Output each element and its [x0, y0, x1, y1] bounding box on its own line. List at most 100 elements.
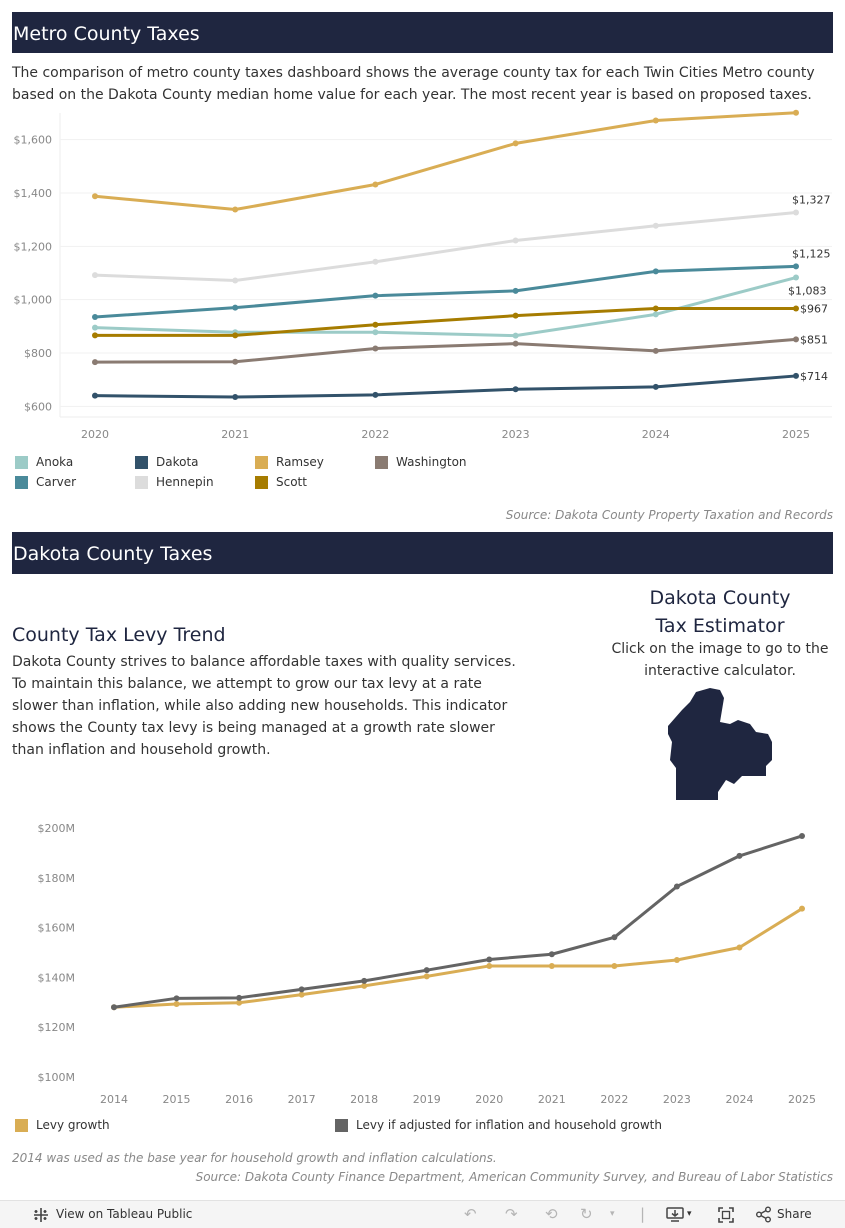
metro-point-scott [232, 332, 239, 339]
metro-point-ramsey [512, 140, 519, 147]
base-year-note: 2014 was used as the base year for house… [12, 1151, 497, 1165]
metro-point-washington [512, 340, 519, 347]
metro-series-line-carver [94, 264, 797, 319]
redo-icon[interactable]: ↷ [505, 1205, 518, 1223]
refresh-icon[interactable]: ↻ [580, 1205, 593, 1223]
levy-point-levy-adjusted [548, 951, 555, 958]
metro-source-note: Source: Dakota County Property Taxation … [505, 508, 833, 522]
metro-x-tick-label: 2024 [642, 428, 670, 441]
metro-point-anoka [652, 311, 659, 318]
levy-trend-line-chart[interactable]: $100M $120M $140M $160M $180M $200M 2014 2015 20… [0, 812, 845, 1112]
metro-legend-item-ramsey[interactable]: Ramsey [255, 455, 324, 469]
metro-point-anoka [793, 274, 799, 281]
metro-legend-item-carver[interactable]: Carver [15, 475, 76, 489]
undo-icon[interactable]: ↶ [464, 1205, 477, 1223]
metro-point-hennepin [92, 272, 98, 279]
metro-point-hennepin [372, 258, 379, 265]
metro-point-washington [92, 359, 98, 366]
share-icon [756, 1206, 771, 1223]
legend-label: Anoka [36, 455, 74, 469]
tableau-logo-icon [34, 1207, 48, 1222]
metro-point-carver [512, 287, 519, 294]
levy-point-levy-growth [611, 962, 618, 969]
metro-legend-item-anoka[interactable]: Anoka [15, 455, 73, 469]
metro-legend-item-dakota[interactable]: Dakota [135, 455, 199, 469]
levy-point-levy-growth [799, 905, 805, 912]
metro-point-washington [372, 345, 379, 352]
levy-point-levy-growth [173, 1001, 180, 1008]
metro-point-carver [92, 314, 98, 320]
levy-point-levy-growth [673, 956, 680, 963]
fullscreen-button[interactable] [717, 1201, 735, 1228]
metro-end-label-hennepin: $1,327 [792, 193, 831, 206]
levy-legend-item[interactable]: Levy growth [15, 1118, 110, 1132]
view-on-tableau-label: View on Tableau Public [56, 1207, 193, 1221]
levy-y-tick-label: $120M [38, 1021, 76, 1034]
metro-chart-legend: Anoka Dakota Ramsey Washington Carver Hennepi… [15, 455, 515, 495]
legend-swatch [15, 475, 28, 489]
levy-y-tick-label: $180M [38, 872, 76, 885]
metro-point-scott [372, 321, 379, 328]
legend-swatch [375, 455, 388, 469]
levy-series-line-levy-growth [113, 907, 803, 1009]
view-on-tableau-button[interactable]: View on Tableau Public [32, 1201, 192, 1228]
metro-point-ramsey [372, 181, 379, 188]
levy-x-tick-label: 2015 [163, 1093, 191, 1106]
levy-point-levy-growth [548, 962, 555, 969]
toolbar-divider: | [640, 1205, 646, 1223]
metro-x-tick-label: 2023 [502, 428, 530, 441]
metro-legend-item-hennepin[interactable]: Hennepin [135, 475, 214, 489]
metro-point-anoka [92, 324, 98, 331]
tax-estimator-description: Click on the image to go to the interact… [611, 641, 829, 679]
metro-point-anoka [372, 329, 379, 336]
levy-x-tick-label: 2019 [413, 1093, 441, 1106]
share-button[interactable]: Share [755, 1201, 812, 1228]
dakota-county-map-icon[interactable] [664, 688, 776, 804]
legend-swatch [15, 455, 28, 469]
metro-x-tick-label: 2022 [361, 428, 389, 441]
metro-tax-line-chart[interactable]: $600 $800 $1,000 $1,200 $1,400 $1,600 2020 2021… [0, 105, 845, 445]
metro-point-hennepin [652, 222, 659, 229]
levy-y-tick-label: $140M [38, 971, 76, 984]
download-button[interactable]: ▾ [666, 1201, 692, 1228]
levy-legend-item[interactable]: Levy if adjusted for inflation and house… [335, 1118, 662, 1132]
levy-x-tick-label: 2018 [350, 1093, 378, 1106]
metro-point-carver [652, 268, 659, 275]
metro-y-tick-label: $1,600 [14, 134, 53, 147]
refresh-dropdown-icon[interactable]: ▾ [610, 1209, 615, 1219]
levy-x-tick-label: 2014 [100, 1093, 128, 1106]
levy-point-levy-growth [486, 962, 493, 969]
tax-estimator-title-line1: Dakota County [649, 587, 791, 609]
levy-x-tick-label: 2025 [788, 1093, 816, 1106]
levy-point-levy-adjusted [173, 995, 180, 1002]
metro-y-tick-label: $600 [24, 400, 52, 413]
metro-end-label-washington: $851 [800, 333, 828, 346]
metro-point-dakota [652, 383, 659, 390]
legend-label: Dakota [156, 455, 199, 469]
legend-swatch [255, 455, 268, 469]
levy-chart-legend: Levy growth Levy if adjusted for inflatio… [15, 1118, 715, 1136]
metro-series-line-hennepin [94, 210, 797, 282]
revert-icon[interactable]: ⟲ [545, 1205, 558, 1223]
metro-point-dakota [372, 391, 379, 398]
metro-end-label-ramsey: $1,701 [792, 105, 831, 107]
metro-point-hennepin [512, 237, 519, 244]
levy-point-levy-adjusted [298, 986, 305, 993]
metro-point-dakota [92, 392, 98, 399]
tax-estimator-title[interactable]: Dakota County Tax Estimator [600, 584, 840, 640]
metro-point-scott [793, 305, 799, 312]
metro-point-washington [232, 358, 239, 365]
metro-section-title: Metro County Taxes [13, 23, 200, 45]
metro-point-dakota [793, 372, 799, 379]
legend-swatch [135, 455, 148, 469]
metro-y-tick-label: $800 [24, 347, 52, 360]
levy-point-levy-adjusted [111, 1004, 117, 1011]
metro-point-ramsey [232, 206, 239, 213]
levy-series-line-levy-adjusted [113, 834, 803, 1009]
legend-label: Carver [36, 475, 77, 489]
metro-series-line-dakota [94, 374, 797, 399]
metro-legend-item-scott[interactable]: Scott [255, 475, 307, 489]
dakota-source-note: Source: Dakota County Finance Department… [195, 1170, 833, 1184]
metro-legend-item-washington[interactable]: Washington [375, 455, 467, 469]
metro-point-washington [652, 347, 659, 354]
